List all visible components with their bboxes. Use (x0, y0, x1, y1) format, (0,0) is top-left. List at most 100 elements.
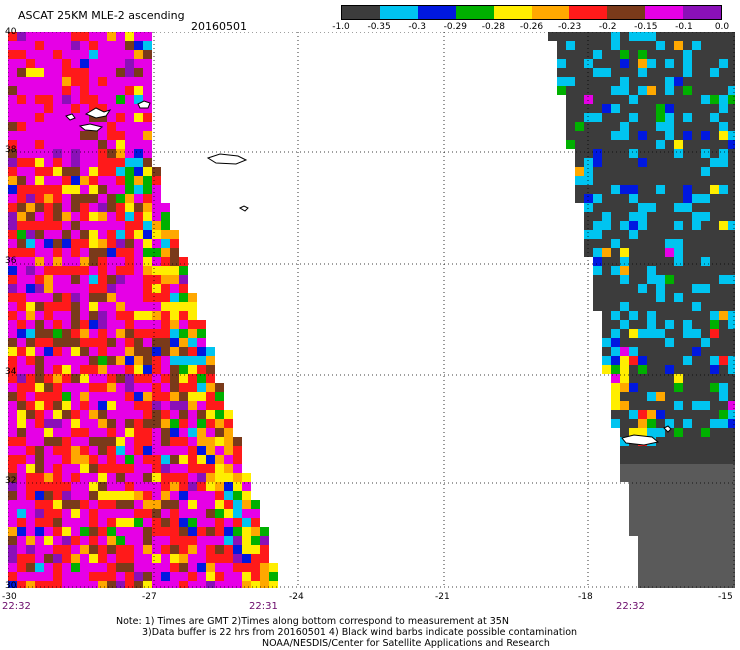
scatterometer-cell (683, 419, 692, 428)
scatterometer-cell (701, 185, 710, 194)
scatterometer-cell (710, 221, 719, 230)
scatterometer-cell (179, 491, 188, 500)
scatterometer-cell (206, 491, 215, 500)
scatterometer-cell (8, 383, 17, 392)
scatterometer-cell (44, 410, 53, 419)
scatterometer-cell (674, 428, 683, 437)
scatterometer-cell (629, 356, 638, 365)
scatterometer-cell (8, 158, 17, 167)
scatterometer-cell (674, 320, 683, 329)
scatterometer-cell (683, 131, 692, 140)
scatterometer-cell (107, 581, 116, 588)
scatterometer-cell (71, 230, 80, 239)
scatterometer-cell (26, 500, 35, 509)
scatterometer-cell (71, 545, 80, 554)
scatterometer-cell (62, 500, 71, 509)
scatterometer-cell (242, 536, 251, 545)
scatterometer-cell (620, 347, 629, 356)
scatterometer-cell (62, 545, 71, 554)
scatterometer-cell (53, 446, 62, 455)
scatterometer-cell (62, 176, 71, 185)
scatterometer-cell (44, 185, 53, 194)
scatterometer-cell (719, 221, 728, 230)
scatterometer-cell (35, 581, 44, 588)
scatterometer-cell (26, 356, 35, 365)
scatterometer-cell (26, 329, 35, 338)
scatterometer-cell (62, 284, 71, 293)
scatterometer-cell (80, 536, 89, 545)
scatterometer-cell (170, 248, 179, 257)
scatterometer-cell (710, 338, 719, 347)
scatterometer-cell (683, 32, 692, 41)
scatterometer-cell (71, 194, 80, 203)
scatterometer-cell (62, 491, 71, 500)
scatterometer-cell (701, 131, 710, 140)
scatterometer-cell (35, 428, 44, 437)
scatterometer-cell (206, 563, 215, 572)
scatterometer-cell (80, 266, 89, 275)
scatterometer-cell (629, 221, 638, 230)
scatterometer-cell (719, 338, 728, 347)
scatterometer-cell (53, 167, 62, 176)
scatterometer-cell (71, 104, 80, 113)
scatterometer-cell (674, 410, 683, 419)
scatterometer-cell (647, 284, 656, 293)
scatterometer-cell (233, 545, 242, 554)
scatterometer-cell (656, 410, 665, 419)
scatterometer-cell (692, 248, 701, 257)
scatterometer-cell (8, 320, 17, 329)
scatterometer-cell (602, 266, 611, 275)
scatterometer-cell (620, 401, 629, 410)
scatterometer-cell (647, 158, 656, 167)
scatterometer-cell (692, 140, 701, 149)
scatterometer-cell (35, 410, 44, 419)
scatterometer-cell (89, 581, 98, 588)
scatterometer-cell (134, 581, 143, 588)
scatterometer-cell (143, 311, 152, 320)
scatterometer-cell (728, 86, 735, 95)
scatterometer-cell (638, 419, 647, 428)
scatterometer-cell (647, 419, 656, 428)
scatterometer-cell (161, 581, 170, 588)
scatterometer-cell (179, 464, 188, 473)
scatterometer-cell (107, 185, 116, 194)
scatterometer-cell (80, 293, 89, 302)
scatterometer-cell (728, 230, 735, 239)
scatterometer-cell (629, 68, 638, 77)
legend-color-bar (341, 5, 722, 20)
scatterometer-cell (710, 149, 719, 158)
scatterometer-cell (107, 392, 116, 401)
scatterometer-cell (683, 230, 692, 239)
scatterometer-cell (665, 131, 674, 140)
scatterometer-cell (35, 131, 44, 140)
scatterometer-cell (692, 545, 701, 554)
scatterometer-cell (170, 410, 179, 419)
scatterometer-cell (584, 140, 593, 149)
scatterometer-cell (188, 464, 197, 473)
legend-tick-label: -0.29 (443, 22, 467, 32)
scatterometer-cell (638, 68, 647, 77)
scatterometer-cell (98, 293, 107, 302)
scatterometer-cell (134, 428, 143, 437)
scatterometer-cell (647, 266, 656, 275)
scatterometer-cell (611, 338, 620, 347)
scatterometer-cell (692, 221, 701, 230)
scatterometer-cell (107, 203, 116, 212)
scatterometer-cell (71, 347, 80, 356)
scatterometer-cell (206, 518, 215, 527)
scatterometer-cell (674, 293, 683, 302)
scatterometer-cell (692, 275, 701, 284)
scatterometer-cell (638, 140, 647, 149)
scatterometer-cell (134, 131, 143, 140)
scatterometer-cell (719, 302, 728, 311)
scatterometer-cell (656, 140, 665, 149)
scatterometer-cell (152, 167, 161, 176)
scatterometer-cell (638, 32, 647, 41)
scatterometer-cell (683, 59, 692, 68)
scatterometer-cell (116, 257, 125, 266)
scatterometer-cell (611, 320, 620, 329)
scatterometer-cell (638, 230, 647, 239)
scatterometer-cell (593, 68, 602, 77)
scatterometer-cell (116, 464, 125, 473)
scatterometer-cell (584, 50, 593, 59)
